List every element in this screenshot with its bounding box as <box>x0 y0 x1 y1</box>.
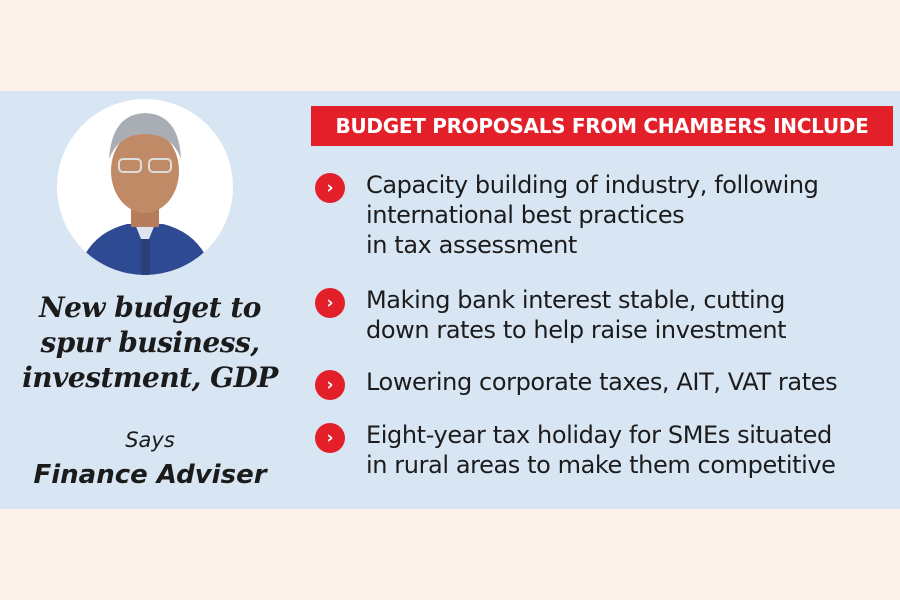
chevron-right-icon: › <box>315 173 345 203</box>
proposal-text: Lowering corporate taxes, AIT, VAT rates <box>366 368 838 396</box>
chevron-right-icon: › <box>315 423 345 453</box>
finance-adviser-portrait <box>57 99 233 275</box>
chevron-right-icon: › <box>315 288 345 318</box>
proposals-banner: BUDGET PROPOSALS FROM CHAMBERS INCLUDE <box>311 106 893 146</box>
headline: New budget to spur business, investment,… <box>22 291 278 394</box>
proposal-text: Eight-year tax holiday for SMEs situated… <box>366 421 836 479</box>
chevron-right-icon: › <box>315 370 345 400</box>
proposal-text: Capacity building of industry, following… <box>366 171 819 259</box>
says-label: Says <box>125 428 175 452</box>
speaker-title: Finance Adviser <box>33 460 267 490</box>
proposal-text: Making bank interest stable, cutting dow… <box>366 286 787 344</box>
